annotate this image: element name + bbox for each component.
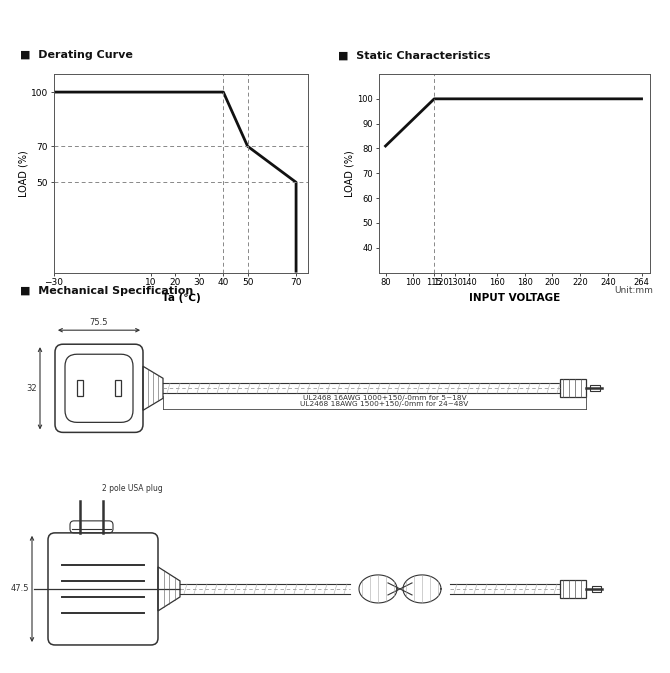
- Bar: [115, 380, 121, 396]
- Text: 75.5: 75.5: [90, 318, 109, 327]
- Text: ■  Mechanical Specification: ■ Mechanical Specification: [20, 286, 194, 296]
- X-axis label: Ta (℃): Ta (℃): [161, 293, 200, 303]
- Bar: [560, 580, 586, 598]
- Text: UL2468 18AWG 1500+150/-0mm for 24~48V: UL2468 18AWG 1500+150/-0mm for 24~48V: [300, 401, 468, 407]
- Text: 47.5: 47.5: [11, 584, 29, 594]
- Text: 32: 32: [26, 384, 37, 393]
- Bar: [590, 385, 600, 391]
- Y-axis label: LOAD (%): LOAD (%): [18, 150, 28, 197]
- Bar: [77, 380, 83, 396]
- Bar: [592, 586, 601, 592]
- Text: ■  Static Characteristics: ■ Static Characteristics: [338, 50, 491, 61]
- Text: Unit:mm: Unit:mm: [614, 286, 653, 295]
- Bar: [560, 380, 586, 397]
- Text: UL2468 16AWG 1000+150/-0mm for 5~18V: UL2468 16AWG 1000+150/-0mm for 5~18V: [303, 395, 466, 401]
- Text: ■  Derating Curve: ■ Derating Curve: [20, 50, 133, 61]
- Text: 2 pole USA plug: 2 pole USA plug: [102, 484, 163, 493]
- X-axis label: INPUT VOLTAGE: INPUT VOLTAGE: [468, 293, 560, 303]
- Y-axis label: LOAD (%): LOAD (%): [344, 150, 354, 197]
